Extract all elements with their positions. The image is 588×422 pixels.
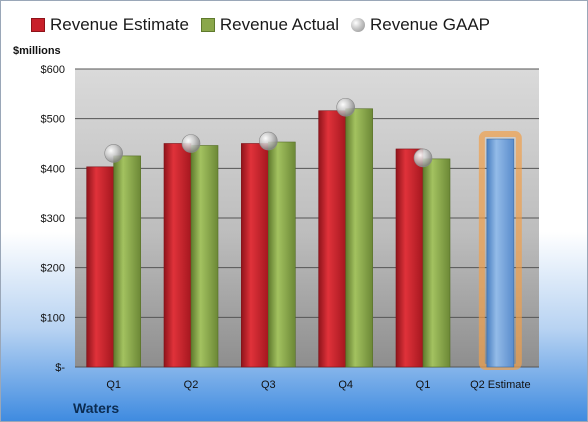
bars [86,108,522,370]
legend-label-estimate: Revenue Estimate [50,15,189,34]
bar-revenue-estimate [241,143,269,368]
legend-swatch-gaap [351,18,365,32]
y-tick-label: $400 [41,163,65,175]
bar-revenue-actual [113,155,141,368]
bar-revenue-estimate [318,110,346,368]
gridlines [75,68,539,368]
legend-item-actual: Revenue Actual [200,15,339,35]
marker-revenue-gaap [259,131,278,151]
company-name: Waters [73,400,120,416]
x-tick-label: Q1 [416,379,431,391]
x-tick-label: Q4 [338,379,353,391]
y-axis-ticks: $- $100 $200 $300 $400 $500 $600 [41,64,66,374]
y-axis-units-label: $millions [13,45,61,57]
bar-revenue-projected [486,138,515,368]
marker-revenue-gaap [413,148,433,168]
legend-swatch-actual [200,18,215,32]
legend-item-estimate: Revenue Estimate [31,15,189,35]
marker-revenue-gaap [336,97,355,117]
bar-revenue-actual [422,158,451,368]
y-tick-label: $500 [41,114,65,126]
bar-revenue-estimate [163,143,192,368]
marker-revenue-gaap [181,134,201,153]
bar-revenue-estimate [395,148,424,368]
bar-revenue-actual [268,141,296,368]
x-tick-label: Q2 [184,379,199,391]
y-tick-label: $300 [41,213,65,225]
x-tick-label: Q1 [106,379,121,391]
marker-revenue-gaap [104,144,123,163]
y-tick-label: $600 [41,64,65,76]
chart-legend: Revenue Estimate Revenue Actual Revenue … [31,15,490,35]
y-tick-label: $- [55,362,65,374]
legend-label-actual: Revenue Actual [219,15,339,34]
y-tick-label: $100 [41,312,65,324]
x-axis-ticks: Q1 Q2 Q3 Q4 Q1 Q2 Estimate [106,379,530,391]
gaap-markers [104,97,433,168]
y-tick-label: $200 [41,263,65,275]
bar-revenue-estimate [86,166,114,368]
x-tick-label: Q2 Estimate [470,379,531,391]
bar-revenue-actual [190,145,219,368]
legend-item-gaap: Revenue GAAP [351,15,490,35]
bar-revenue-actual [345,108,373,368]
legend-swatch-estimate [31,18,45,32]
x-tick-label: Q3 [261,379,276,391]
legend-label-gaap: Revenue GAAP [370,15,491,34]
